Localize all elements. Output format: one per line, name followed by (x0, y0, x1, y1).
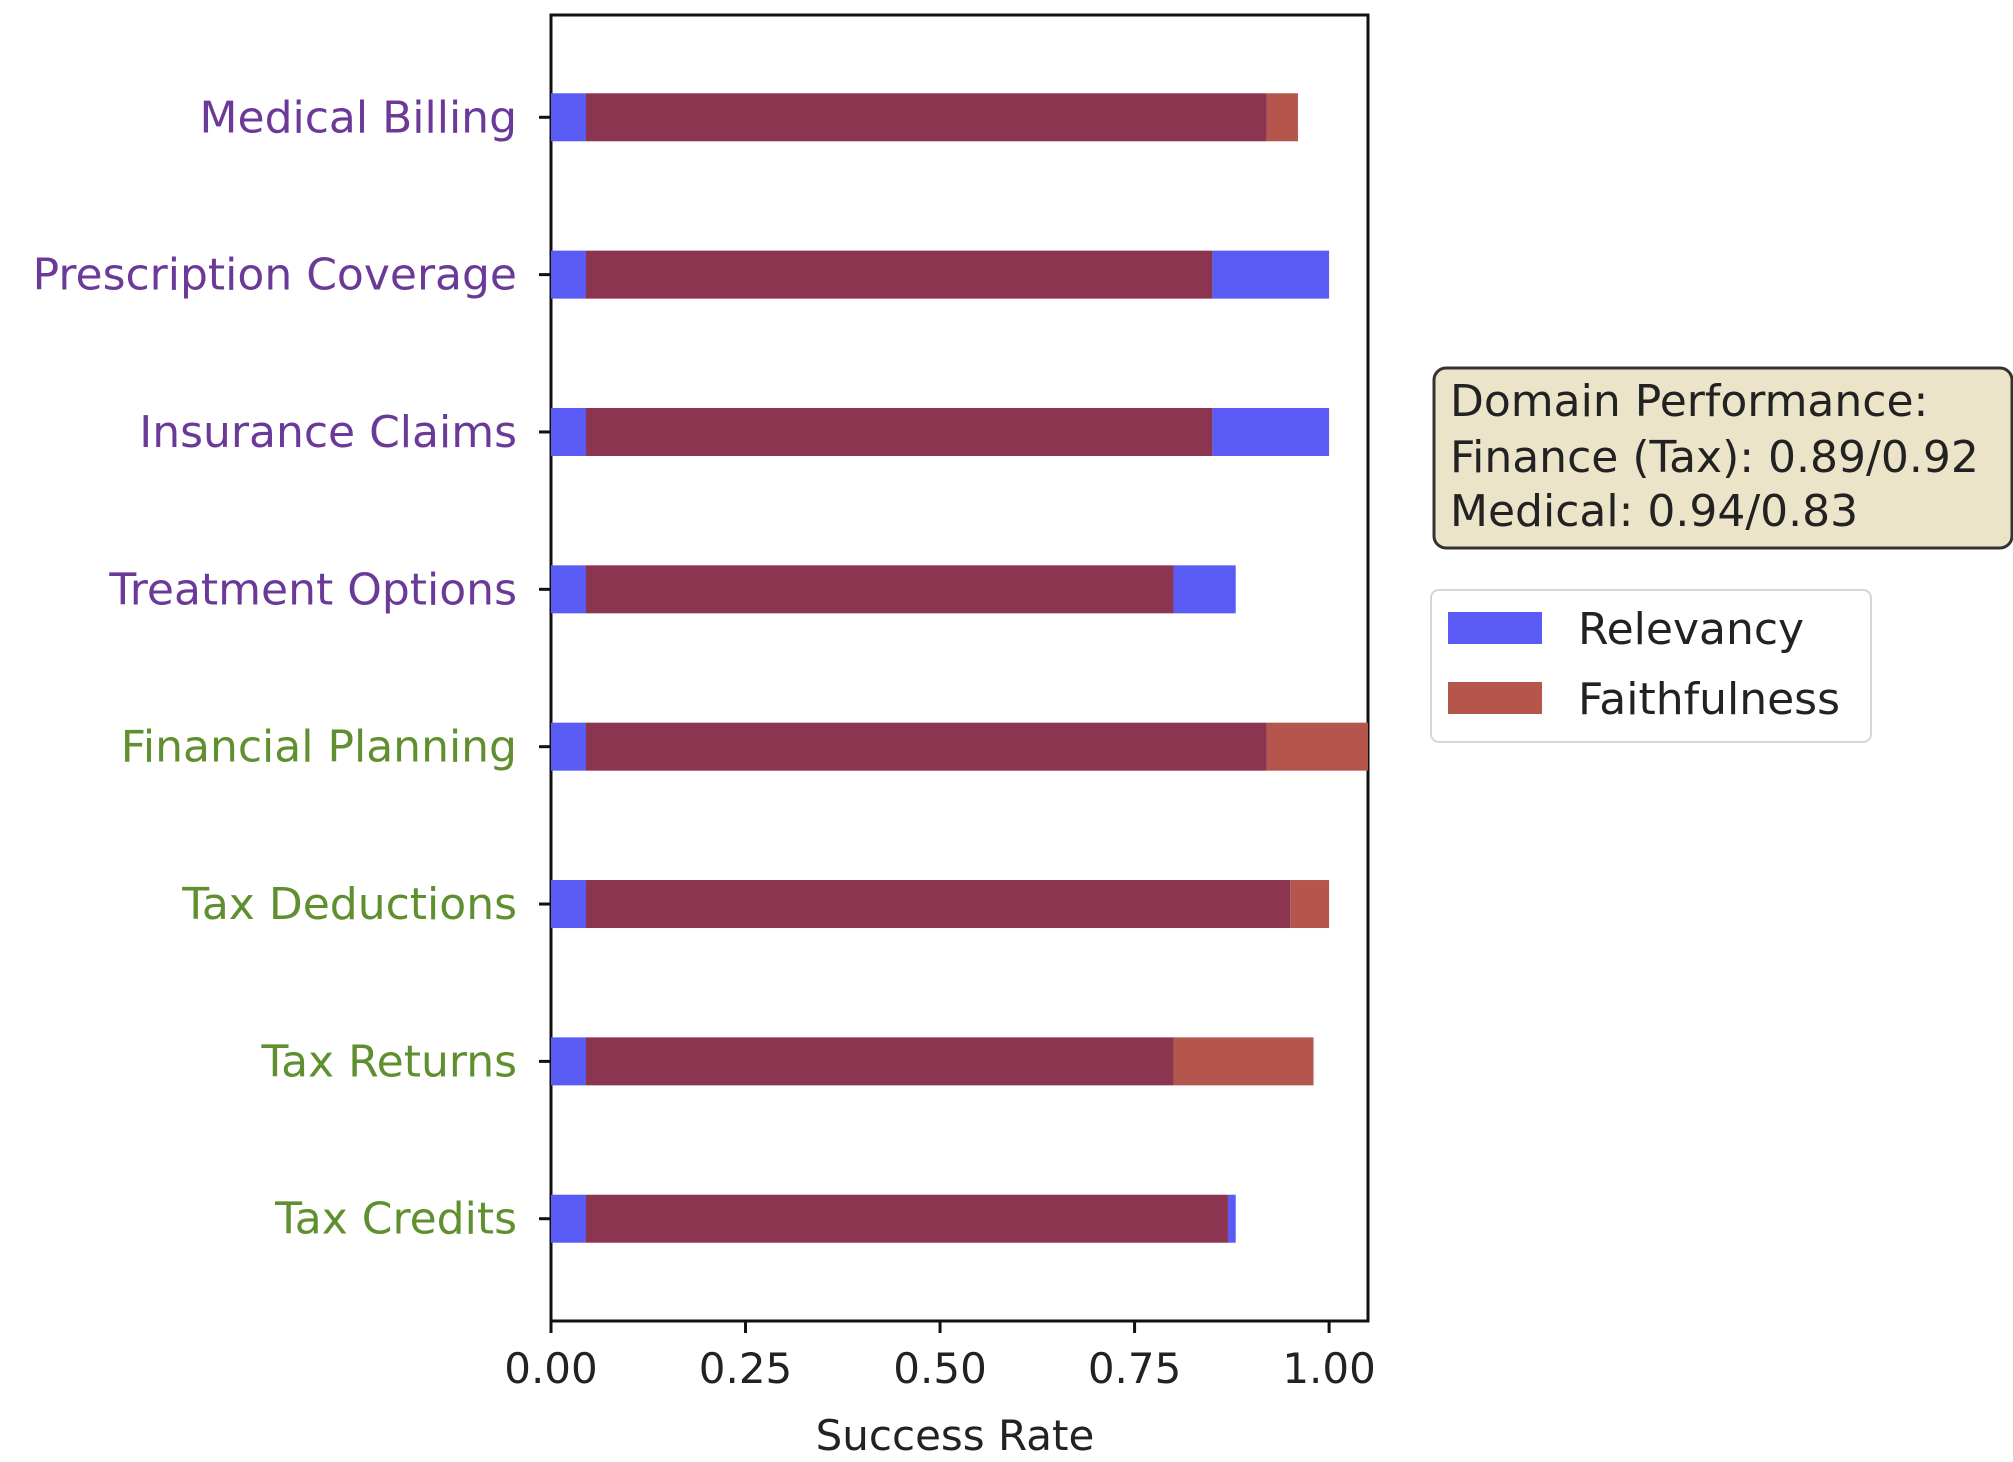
y-tick-label-tax-returns: Tax Returns (260, 1036, 517, 1087)
bar-faithfulness-tax-returns (1173, 1037, 1314, 1086)
bar-start-segment-financial-planning (551, 722, 587, 771)
bar-overlap-tax-deductions (586, 880, 1291, 929)
bars-layer (551, 93, 1368, 1243)
bar-start-segment-tax-returns (551, 1037, 587, 1086)
annotation-box: Domain Performance: Finance (Tax): 0.89/… (1432, 366, 2013, 550)
bar-faithfulness-medical-billing (1266, 93, 1298, 142)
legend-label-relevancy: Relevancy (1578, 604, 1804, 655)
bar-faithfulness-tax-deductions (1290, 880, 1330, 929)
bar-start-segment-medical-billing (551, 93, 587, 142)
x-tick-label-3: 0.75 (1088, 1344, 1182, 1393)
x-axis: 0.00 0.25 0.50 0.75 1.00 (504, 1321, 1376, 1393)
x-tick-label-2: 0.50 (893, 1344, 987, 1393)
legend-swatch-relevancy (1448, 612, 1542, 644)
x-tick-label-1: 0.25 (699, 1344, 793, 1393)
bar-start-segment-tax-credits (551, 1194, 587, 1243)
y-axis: Medical Billing Prescription Coverage Insu… (33, 92, 551, 1245)
bar-overlap-insurance-claims (586, 407, 1213, 456)
bar-overlap-medical-billing (586, 93, 1267, 142)
bar-start-segment-insurance-claims (551, 407, 587, 456)
bar-start-segment-treatment-options (551, 565, 587, 614)
legend: Relevancy Faithfulness (1430, 589, 1872, 743)
bar-relevancy-treatment-options (1173, 565, 1236, 614)
y-tick-label-treatment-options: Treatment Options (108, 564, 517, 615)
legend-label-faithfulness: Faithfulness (1578, 674, 1840, 725)
y-tick-label-insurance-claims: Insurance Claims (139, 407, 517, 458)
plot-area-frame (549, 13, 1370, 1323)
bar-overlap-financial-planning (586, 722, 1267, 771)
annotation-line-1: Domain Performance: (1450, 376, 1928, 427)
bar-relevancy-prescription-coverage (1212, 250, 1330, 299)
bar-overlap-tax-credits (586, 1194, 1228, 1243)
x-tick-label-4: 1.00 (1282, 1344, 1376, 1393)
bar-overlap-prescription-coverage (586, 250, 1213, 299)
y-tick-label-prescription-coverage: Prescription Coverage (33, 250, 517, 301)
legend-swatch-faithfulness (1448, 682, 1542, 714)
bar-overlap-treatment-options (586, 565, 1174, 614)
bar-start-segment-tax-deductions (551, 880, 587, 929)
bar-relevancy-insurance-claims (1212, 407, 1330, 456)
y-tick-label-financial-planning: Financial Planning (121, 722, 517, 773)
x-axis-title: Success Rate (816, 1411, 1095, 1460)
annotation-line-2: Finance (Tax): 0.89/0.92 (1450, 432, 1979, 483)
bar-start-segment-prescription-coverage (551, 250, 587, 299)
y-tick-label-tax-deductions: Tax Deductions (181, 879, 517, 930)
bar-faithfulness-financial-planning (1266, 722, 1368, 771)
bar-overlap-tax-returns (586, 1037, 1174, 1086)
annotation-line-3: Medical: 0.94/0.83 (1450, 486, 1858, 537)
y-tick-label-tax-credits: Tax Credits (274, 1194, 517, 1245)
y-tick-label-medical-billing: Medical Billing (200, 92, 517, 143)
annotation-background (1432, 366, 2013, 550)
bar-relevancy-tax-credits (1227, 1194, 1236, 1243)
x-tick-label-0: 0.00 (504, 1344, 598, 1393)
